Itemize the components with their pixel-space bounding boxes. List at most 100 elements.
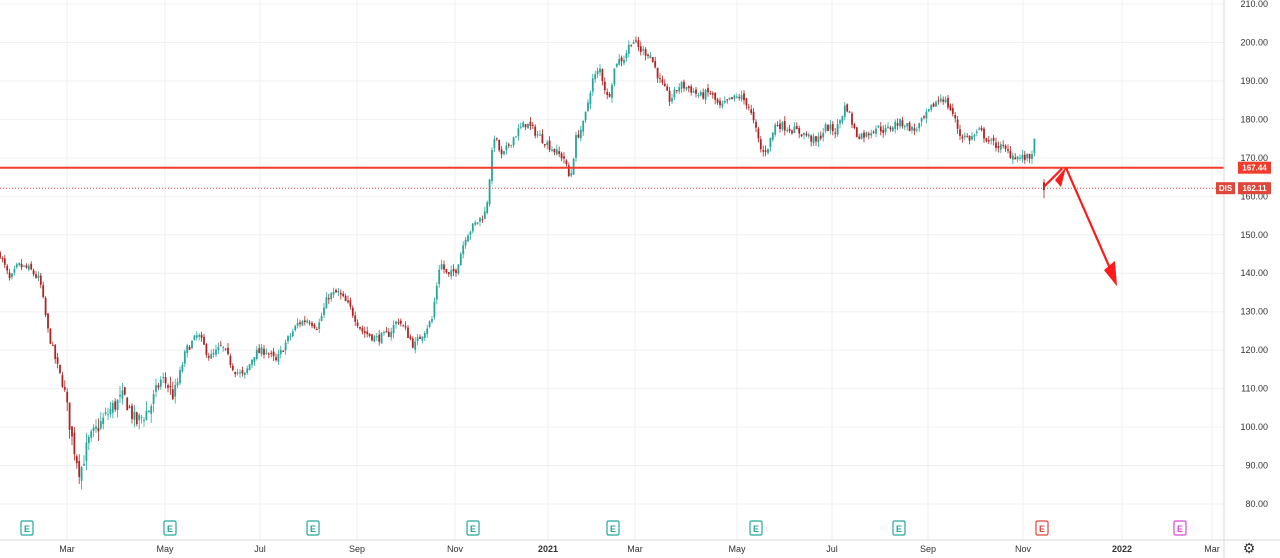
candle-body — [899, 119, 901, 127]
earnings-badge — [163, 520, 177, 536]
candle-body — [467, 235, 469, 242]
candle-body — [800, 134, 803, 137]
candle-body — [224, 348, 227, 350]
candle-body — [843, 105, 846, 117]
candle-body — [762, 150, 765, 152]
candle-body — [239, 372, 241, 374]
candle-body — [687, 86, 690, 89]
symbol-tag — [1216, 182, 1235, 195]
candle-body — [92, 427, 95, 431]
earnings-marker: E — [749, 520, 763, 536]
candle-body — [656, 67, 659, 79]
candle-body — [212, 352, 215, 355]
price-tick-label: 180.00 — [1240, 114, 1268, 124]
candle-body — [119, 394, 121, 397]
candle-body — [615, 63, 618, 67]
candle-body — [155, 384, 157, 392]
candle-body — [56, 357, 59, 364]
candle-body — [51, 344, 54, 346]
candle-body — [289, 335, 292, 337]
earnings-label: E — [24, 524, 30, 534]
candle-body — [798, 128, 801, 134]
candle-body — [145, 410, 148, 420]
candle-body — [1002, 144, 1005, 146]
candle-body — [884, 127, 887, 133]
candle-body — [73, 432, 76, 455]
candle-body — [519, 126, 522, 128]
earnings-label: E — [1039, 524, 1045, 534]
candle-body — [860, 133, 863, 140]
projection-arrow — [1043, 167, 1117, 287]
candle-body — [512, 137, 515, 146]
candle-body — [937, 100, 940, 102]
candle-body — [611, 84, 613, 98]
candle-body — [296, 322, 299, 326]
time-tick-label: May — [156, 544, 174, 554]
candle-body — [668, 90, 671, 102]
arrow-fall — [1064, 167, 1115, 276]
candle-body — [923, 116, 925, 118]
candle-body — [507, 144, 510, 146]
candle-body — [116, 399, 119, 411]
time-tick-label: 2021 — [538, 544, 558, 554]
price-tick-label: 160.00 — [1240, 191, 1268, 201]
candle-body — [618, 58, 621, 65]
candle-body — [176, 382, 179, 386]
candle-body — [939, 98, 942, 102]
candle-body — [776, 125, 779, 127]
candle-body — [793, 126, 796, 133]
candle-body — [282, 350, 285, 352]
candle-body — [853, 124, 856, 128]
candle-body — [294, 325, 297, 331]
candle-body — [851, 113, 853, 125]
time-tick-label: Sep — [349, 544, 365, 554]
candle-body — [495, 138, 498, 140]
candle-body — [915, 129, 918, 131]
candle-body — [435, 285, 438, 300]
candle-body — [3, 258, 6, 265]
candle-body — [963, 135, 966, 137]
candle-body — [529, 121, 532, 126]
candle-body — [903, 126, 906, 128]
candle-body — [315, 328, 318, 330]
candle-body — [267, 353, 270, 355]
candle-body — [875, 128, 877, 134]
gear-icon[interactable]: ⚙ — [1242, 541, 1256, 557]
candle-body — [659, 78, 661, 80]
candle-body — [227, 347, 229, 355]
earnings-label: E — [470, 524, 476, 534]
candle-body — [575, 135, 577, 158]
candle-body — [692, 91, 695, 93]
candle-body — [102, 417, 105, 425]
candle-body — [812, 136, 815, 144]
earnings-badge — [892, 520, 906, 536]
candle-body — [179, 370, 181, 384]
candle-body — [683, 81, 685, 89]
candle-body — [944, 99, 947, 103]
candle-body — [980, 127, 983, 131]
candle-body — [975, 131, 978, 134]
candle-body — [971, 135, 973, 140]
candle-body — [140, 416, 143, 418]
candle-body — [42, 285, 45, 298]
candle-body — [623, 59, 625, 64]
candle-body — [253, 357, 256, 362]
candle-body — [13, 268, 16, 273]
candle-body — [723, 100, 726, 103]
time-tick-label: Mar — [627, 544, 643, 554]
candle-body — [651, 57, 654, 62]
candle-body — [637, 40, 640, 48]
candle-body — [515, 136, 517, 138]
candle-body — [203, 336, 205, 345]
candle-body — [404, 326, 407, 328]
candle-body — [999, 144, 1002, 150]
candle-body — [99, 421, 102, 429]
candle-body — [601, 69, 604, 82]
candle-body — [452, 268, 455, 272]
candle-body — [1031, 154, 1033, 160]
price-tick-label: 90.00 — [1245, 461, 1268, 471]
candle-body — [402, 325, 405, 327]
